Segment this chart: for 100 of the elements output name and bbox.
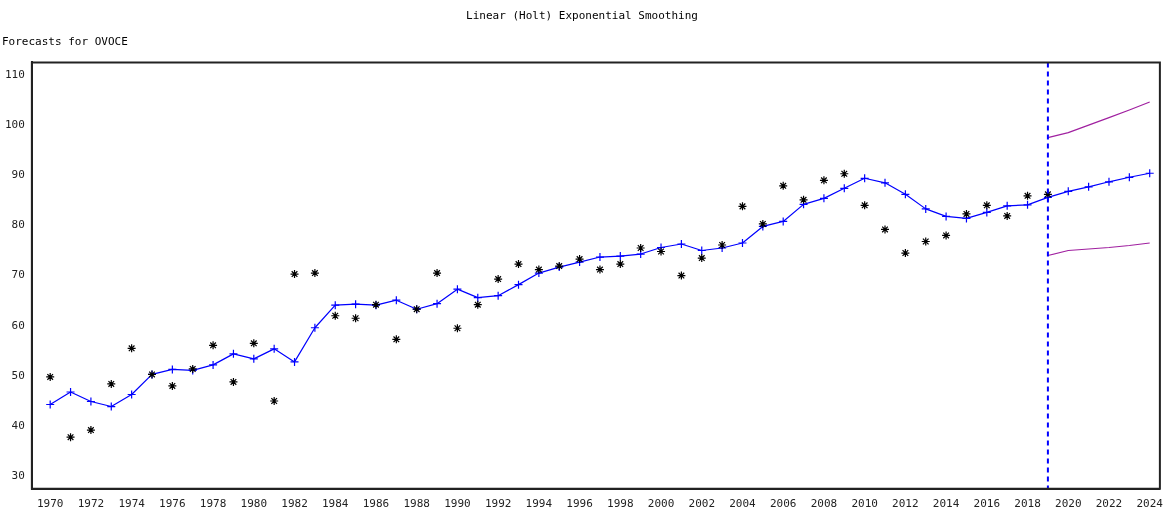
point bbox=[900, 248, 910, 258]
point bbox=[249, 338, 259, 348]
x-tick-label: 1994 bbox=[525, 497, 553, 511]
x-tick-label: 2014 bbox=[932, 497, 960, 511]
point bbox=[921, 236, 931, 247]
point bbox=[1002, 211, 1012, 221]
point bbox=[595, 252, 605, 262]
point bbox=[310, 268, 320, 278]
point bbox=[697, 253, 707, 263]
point bbox=[330, 311, 340, 321]
y-tick-label: 80 bbox=[11, 218, 25, 232]
point bbox=[1002, 201, 1012, 211]
x-tick-label: 2018 bbox=[1014, 497, 1041, 511]
point bbox=[127, 343, 137, 353]
x-tick-label: 2008 bbox=[810, 497, 838, 511]
point bbox=[513, 259, 524, 269]
y-tick-label: 50 bbox=[11, 368, 25, 382]
chart-subtitle: Forecasts for OVOCE bbox=[2, 34, 128, 48]
y-tick-label: 70 bbox=[11, 268, 25, 282]
point bbox=[432, 268, 442, 278]
point bbox=[228, 349, 239, 359]
point bbox=[493, 274, 503, 284]
point bbox=[860, 200, 870, 210]
point bbox=[1022, 200, 1033, 210]
point bbox=[167, 381, 177, 391]
point bbox=[636, 243, 646, 253]
point bbox=[676, 239, 686, 249]
x-tick-label: 2016 bbox=[973, 497, 1001, 511]
point bbox=[269, 396, 279, 406]
point bbox=[656, 246, 666, 257]
point bbox=[839, 169, 849, 179]
point bbox=[534, 264, 544, 275]
point bbox=[493, 291, 503, 301]
point bbox=[351, 313, 361, 323]
x-tick-label: 1986 bbox=[362, 497, 390, 511]
point bbox=[880, 224, 890, 235]
point bbox=[452, 284, 463, 294]
x-tick-label: 1974 bbox=[118, 497, 146, 511]
chart-title: Linear (Holt) Exponential Smoothing bbox=[466, 9, 698, 23]
x-tick-label: 1984 bbox=[322, 497, 349, 511]
point bbox=[45, 372, 55, 382]
x-tick-label: 2006 bbox=[769, 497, 797, 511]
point bbox=[819, 175, 829, 185]
x-tick-label: 2010 bbox=[851, 497, 878, 511]
x-tick-label: 1970 bbox=[36, 497, 64, 511]
point bbox=[615, 251, 625, 261]
point bbox=[595, 264, 605, 275]
point bbox=[208, 340, 218, 350]
x-tick-label: 1992 bbox=[484, 497, 512, 511]
point bbox=[289, 357, 300, 367]
point bbox=[961, 209, 972, 219]
x-tick-label: 1978 bbox=[199, 497, 227, 511]
point bbox=[1104, 177, 1114, 187]
x-tick-label: 2000 bbox=[647, 497, 675, 511]
point bbox=[636, 249, 646, 259]
point bbox=[941, 230, 951, 241]
x-tick-label: 1972 bbox=[77, 497, 105, 511]
point bbox=[86, 425, 96, 435]
x-tick-label: 2002 bbox=[688, 497, 716, 511]
point bbox=[737, 238, 748, 248]
point bbox=[982, 200, 992, 210]
x-tick-label: 1976 bbox=[159, 497, 186, 511]
x-tick-label: 1988 bbox=[403, 497, 430, 511]
point bbox=[228, 377, 239, 387]
point bbox=[1022, 191, 1033, 201]
point bbox=[208, 360, 218, 370]
x-tick-label: 1990 bbox=[444, 497, 471, 511]
point bbox=[819, 193, 829, 203]
point bbox=[432, 299, 442, 309]
point bbox=[941, 211, 951, 222]
y-tick-label: 100 bbox=[4, 117, 25, 131]
point bbox=[310, 323, 320, 333]
point bbox=[798, 195, 809, 205]
y-tick-label: 90 bbox=[11, 168, 25, 182]
point bbox=[473, 300, 483, 310]
point bbox=[921, 204, 931, 214]
x-tick-label: 1996 bbox=[566, 497, 593, 511]
point bbox=[737, 201, 748, 211]
point bbox=[452, 323, 463, 333]
point bbox=[615, 259, 625, 269]
point bbox=[86, 396, 96, 407]
x-tick-label: 2022 bbox=[1095, 497, 1123, 511]
y-tick-label: 30 bbox=[11, 469, 25, 483]
y-tick-label: 40 bbox=[11, 418, 25, 432]
point bbox=[880, 178, 890, 188]
y-tick-label: 60 bbox=[11, 318, 25, 332]
point bbox=[106, 379, 116, 389]
x-tick-label: 2020 bbox=[1055, 497, 1082, 511]
x-tick-label: 2024 bbox=[1136, 497, 1164, 511]
point bbox=[65, 432, 76, 442]
x-tick-label: 1980 bbox=[240, 497, 268, 511]
x-tick-label: 2004 bbox=[729, 497, 757, 511]
point bbox=[391, 334, 401, 344]
x-tick-label: 1982 bbox=[281, 497, 308, 511]
point bbox=[676, 271, 686, 281]
y-tick-label: 110 bbox=[4, 67, 25, 81]
point bbox=[65, 387, 76, 397]
x-tick-label: 2012 bbox=[892, 497, 919, 511]
point bbox=[249, 354, 259, 364]
x-tick-label: 1998 bbox=[607, 497, 634, 511]
